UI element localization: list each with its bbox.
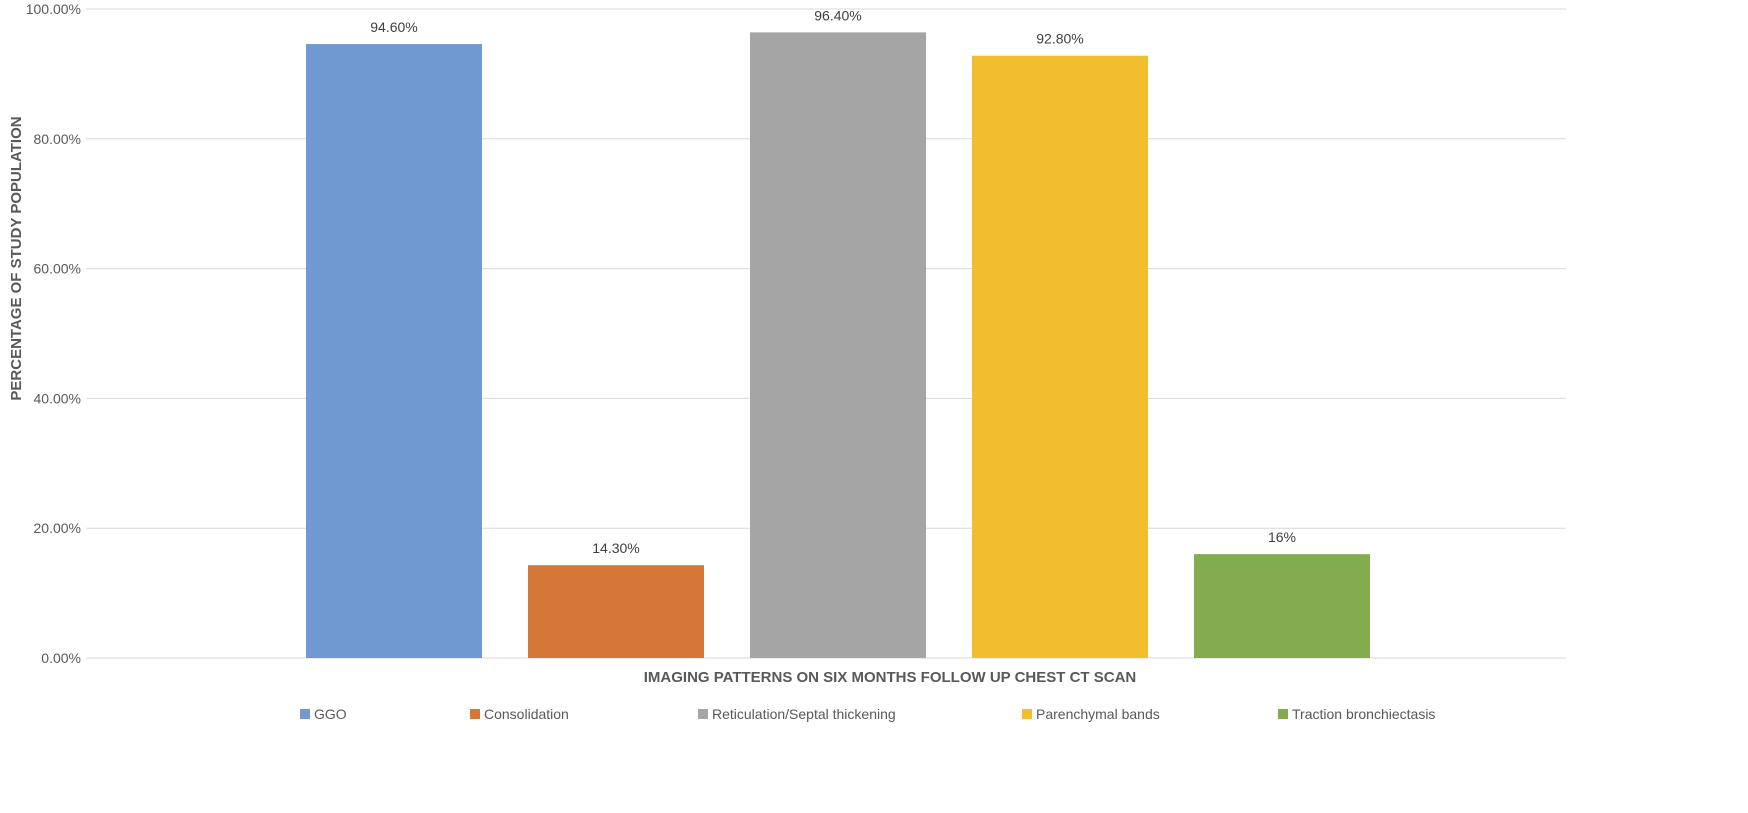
legend: GGO Consolidation Reticulation/Septal thic… [300, 706, 1435, 722]
y-tick-label: 20.00% [34, 520, 81, 536]
y-tick-label: 100.00% [26, 1, 81, 17]
legend-swatch [470, 709, 480, 719]
data-label: 92.80% [1036, 31, 1083, 47]
legend-swatch [1022, 709, 1032, 719]
legend-swatch [300, 709, 310, 719]
bars [306, 32, 1370, 658]
bar-consolidation [528, 565, 704, 658]
data-label: 16% [1268, 529, 1296, 545]
legend-swatch [1278, 709, 1288, 719]
bar-traction-bronchiectasis [1194, 554, 1370, 658]
legend-label: Traction bronchiectasis [1292, 706, 1435, 722]
bar-parenchymal-bands [972, 55, 1148, 658]
y-tick-label: 60.00% [34, 261, 81, 277]
y-tick-label: 0.00% [41, 650, 81, 666]
x-axis-title: IMAGING PATTERNS ON SIX MONTHS FOLLOW UP… [644, 669, 1137, 686]
bar-reticulation-septal-thickening [750, 32, 926, 658]
y-tick-label: 40.00% [34, 390, 81, 406]
legend-label: Reticulation/Septal thickening [712, 706, 896, 722]
data-label: 94.60% [370, 19, 417, 35]
legend-label: Consolidation [484, 706, 569, 722]
y-axis-ticks: 0.00% 20.00% 40.00% 60.00% 80.00% 100.00% [26, 1, 81, 666]
y-tick-label: 80.00% [34, 131, 81, 147]
legend-label: GGO [314, 706, 347, 722]
data-label: 14.30% [592, 540, 639, 556]
y-axis-title: PERCENTAGE OF STUDY POPULATION [8, 116, 25, 400]
data-label: 96.40% [814, 7, 861, 23]
data-labels: 94.60% 14.30% 96.40% 92.80% 16% [370, 7, 1296, 556]
legend-swatch [698, 709, 708, 719]
bar-ggo [306, 44, 482, 658]
legend-label: Parenchymal bands [1036, 706, 1160, 722]
